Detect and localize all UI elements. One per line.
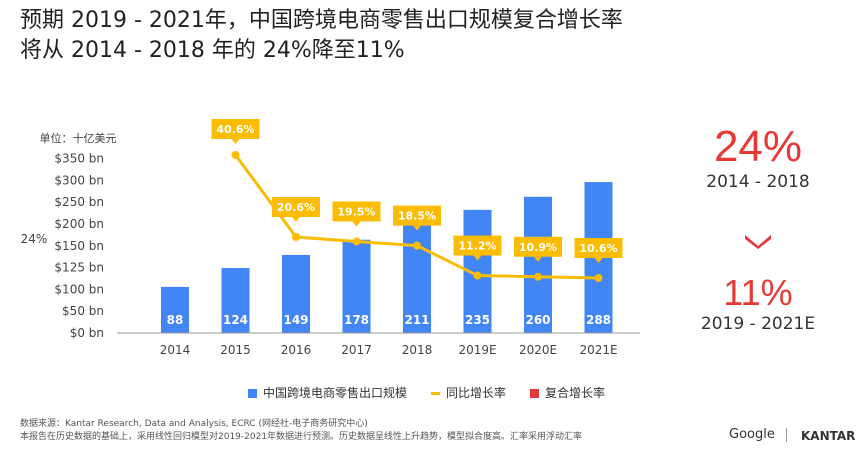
range-2014-2018: 2014 - 2018 — [706, 172, 810, 192]
y-tick-label: $150 bn — [54, 239, 104, 253]
x-tick-label: 2019E — [458, 343, 496, 357]
method-note: 本报告在历史数据的基础上，采用线性回归模型对2019-2021年数据进行预测。历… — [20, 432, 583, 442]
growth-label-pointer — [352, 221, 361, 227]
x-tick-label: 2020E — [519, 343, 557, 357]
legend-label: 复合增长率 — [545, 386, 606, 400]
growth-label-box — [453, 235, 502, 256]
legend-swatch — [530, 389, 540, 398]
bar-value-label: 124 — [223, 313, 248, 327]
divider — [786, 428, 787, 442]
bar — [282, 254, 310, 333]
bar — [524, 196, 552, 333]
growth-point — [352, 237, 361, 246]
legend-item-line: 同比增长率 — [431, 384, 506, 401]
y-tick-label: $200 bn — [54, 217, 104, 231]
x-tick-label: 2016 — [281, 343, 312, 357]
growth-label-pointer — [292, 217, 300, 222]
growth-label-pointer — [594, 258, 603, 263]
legend-swatch — [431, 392, 441, 395]
y-tick-label: $350 bn — [54, 152, 104, 166]
growth-label-box — [211, 119, 260, 139]
google-logo: Google — [729, 427, 775, 442]
y-tick-label: $50 bn — [62, 304, 104, 318]
cagr-2014-2018: 24% — [713, 122, 803, 171]
growth-point — [534, 272, 542, 281]
growth-point — [292, 233, 300, 241]
legend-swatch — [248, 389, 257, 398]
legend-label: 中国跨境电商零售出口规模 — [263, 386, 408, 400]
kantar-logo: KANTAR — [801, 429, 856, 443]
bar-value-label: 88 — [167, 313, 184, 327]
growth-point — [473, 271, 482, 280]
bar — [403, 222, 431, 333]
x-tick-label: 2014 — [160, 343, 191, 357]
growth-label-pointer — [413, 225, 421, 231]
bar — [161, 286, 189, 333]
growth-label-box — [332, 201, 381, 222]
growth-label-box — [574, 238, 623, 258]
growth-label: 40.6% — [216, 123, 254, 136]
range-2019-2021: 2019 - 2021E — [700, 314, 816, 334]
growth-label-pointer — [473, 255, 482, 261]
chevron-down-icon — [745, 235, 771, 249]
bar-value-label: 178 — [344, 313, 369, 327]
footer: 数据来源：Kantar Research, Data and Analysis,… — [20, 418, 582, 444]
growth-point — [413, 241, 421, 250]
y-tick-label: $300 bn — [54, 173, 104, 187]
growth-label-box — [393, 205, 441, 226]
bar — [342, 239, 371, 333]
y-tick-label: $250 bn — [54, 195, 104, 209]
growth-label: 11.2% — [458, 240, 496, 253]
growth-point — [594, 274, 603, 282]
y-tick-label: $100 bn — [54, 282, 104, 296]
growth-label-pointer — [534, 256, 542, 262]
bar-value-label: 235 — [465, 313, 490, 327]
growth-label-pointer — [231, 139, 240, 144]
x-tick-label: 2021E — [579, 343, 617, 357]
y-tick-label: $0 bn — [70, 326, 104, 340]
growth-label: 19.5% — [337, 206, 375, 219]
page-title: 预期 2019 - 2021年，中国跨境电商零售出口规模复合增长率 将从 201… — [20, 8, 623, 63]
unit-label: 单位：十亿美元 — [40, 131, 117, 145]
x-tick-label: 2017 — [341, 343, 372, 357]
bar — [221, 268, 250, 333]
growth-label: 10.9% — [519, 241, 557, 254]
x-tick-label: 2018 — [402, 343, 433, 357]
growth-point — [231, 151, 240, 159]
y-tick-label: $125 bn — [54, 261, 104, 275]
legend-label: 同比增长率 — [446, 386, 507, 400]
bar-value-label: 211 — [404, 313, 429, 327]
bar-value-label: 149 — [283, 313, 308, 327]
cagr-2019-2021: 11% — [723, 272, 793, 313]
bar-value-label: 260 — [525, 313, 550, 327]
growth-label: 10.6% — [579, 242, 617, 255]
growth-label: 20.6% — [277, 201, 315, 214]
growth-label: 18.5% — [398, 210, 436, 223]
growth-label-box — [272, 197, 320, 217]
legend: 中国跨境电商零售出口规模 同比增长率 复合增长率 — [248, 384, 605, 401]
legend-item-bar: 中国跨境电商零售出口规模 — [248, 384, 407, 401]
x-tick-label: 2015 — [220, 343, 251, 357]
bar-value-label: 288 — [586, 313, 611, 327]
source-note: 数据来源：Kantar Research, Data and Analysis,… — [20, 419, 368, 429]
legend-item-cagr: 复合增长率 — [530, 384, 605, 401]
growth-label-box — [514, 236, 562, 257]
side-label: 24% — [21, 232, 48, 246]
